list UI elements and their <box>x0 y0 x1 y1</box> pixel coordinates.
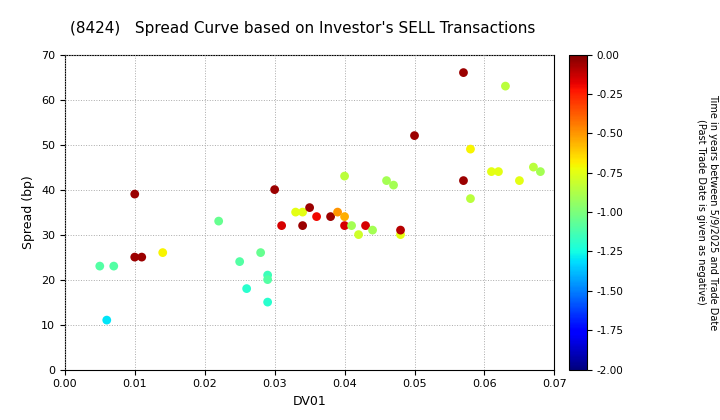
Point <box>262 272 274 278</box>
Point <box>101 317 112 323</box>
Point <box>136 254 148 260</box>
Point <box>297 209 308 215</box>
Point <box>339 222 351 229</box>
Point <box>311 213 323 220</box>
Text: (8424)   Spread Curve based on Investor's SELL Transactions: (8424) Spread Curve based on Investor's … <box>70 21 535 36</box>
Point <box>395 231 406 238</box>
Point <box>464 195 476 202</box>
Point <box>366 227 378 234</box>
Point <box>339 173 351 179</box>
Point <box>325 213 336 220</box>
Point <box>458 177 469 184</box>
Point <box>388 182 400 189</box>
Point <box>276 222 287 229</box>
Point <box>304 204 315 211</box>
Point <box>486 168 498 175</box>
Point <box>353 231 364 238</box>
Point <box>535 168 546 175</box>
Point <box>262 299 274 305</box>
X-axis label: DV01: DV01 <box>293 395 326 408</box>
Point <box>297 222 308 229</box>
Point <box>346 222 357 229</box>
Point <box>339 213 351 220</box>
Point <box>492 168 504 175</box>
Point <box>332 209 343 215</box>
Point <box>108 263 120 270</box>
Point <box>360 222 372 229</box>
Point <box>290 209 302 215</box>
Point <box>157 249 168 256</box>
Point <box>500 83 511 89</box>
Point <box>241 285 253 292</box>
Point <box>464 146 476 152</box>
Point <box>381 177 392 184</box>
Point <box>213 218 225 224</box>
Point <box>409 132 420 139</box>
Point <box>458 69 469 76</box>
Point <box>94 263 106 270</box>
Y-axis label: Spread (bp): Spread (bp) <box>22 175 35 249</box>
Point <box>129 191 140 197</box>
Point <box>255 249 266 256</box>
Y-axis label: Time in years between 5/9/2025 and Trade Date
(Past Trade Date is given as negat: Time in years between 5/9/2025 and Trade… <box>696 94 718 330</box>
Point <box>269 186 280 193</box>
Point <box>528 164 539 171</box>
Point <box>513 177 525 184</box>
Point <box>234 258 246 265</box>
Point <box>129 254 140 260</box>
Point <box>395 227 406 234</box>
Point <box>262 276 274 283</box>
